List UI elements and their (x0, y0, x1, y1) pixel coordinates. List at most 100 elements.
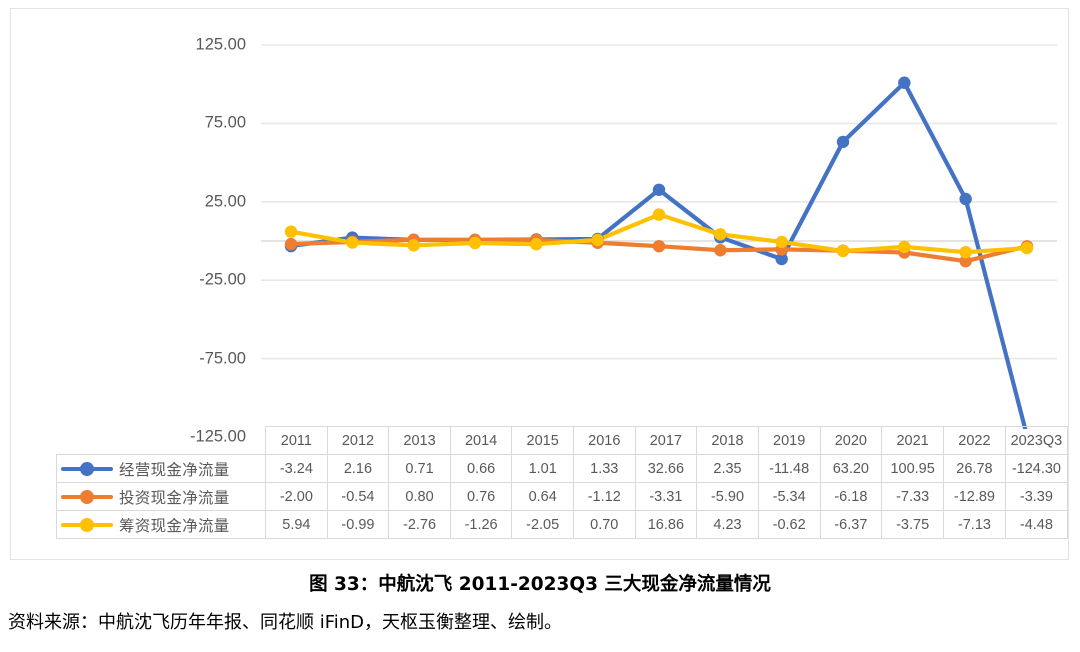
legend-entry-3: 筹资现金净流量 (55, 510, 267, 539)
data-point-marker (714, 228, 727, 241)
data-point-marker (591, 233, 604, 247)
table-value-cell: -3.39 (1004, 482, 1069, 511)
table-value-cell: -3.75 (881, 510, 945, 539)
line-chart-svg (261, 44, 1057, 429)
table-value-cell: -7.33 (881, 482, 945, 511)
y-axis-tick-label: 25.00 (204, 192, 246, 211)
legend-marker-icon (61, 517, 113, 532)
legend-label: 投资现金净流量 (119, 488, 230, 507)
plot-area (11, 9, 1070, 429)
table-value-cell: -5.34 (757, 482, 821, 511)
table-column-header: 2020 (819, 426, 883, 455)
data-point-marker (898, 240, 911, 254)
table-row: 投资现金净流量 -2.00 -0.54 0.80 0.76 0.64 -1.12 -3.31-… (55, 482, 1069, 511)
table-column-header: 2014 (449, 426, 513, 455)
table-value-cell: 2.35 (696, 454, 759, 483)
table-column-header: 2018 (696, 426, 759, 455)
table-body: 经营现金净流量 -3.24 2.16 0.71 0.66 1.01 1.33 32.66 2.3… (55, 454, 1069, 539)
table-value-cell: 0.66 (449, 454, 513, 483)
data-point-marker (1020, 241, 1034, 255)
data-point-marker (714, 244, 727, 257)
table-value-cell: -124.30 (1004, 454, 1069, 483)
chart-data-table: 2011 2012 2013 2014 2015 2016 2017 2018 2019 2020… (55, 426, 1069, 539)
table-value-cell: -3.31 (634, 482, 698, 511)
table-column-header: 2015 (511, 426, 574, 455)
table-value-cell: 5.94 (265, 510, 328, 539)
table-value-cell: 0.76 (449, 482, 513, 511)
table-value-cell: -3.24 (265, 454, 328, 483)
table-value-cell: -5.90 (696, 482, 759, 511)
table-column-header: 2019 (757, 426, 821, 455)
data-point-marker (959, 192, 972, 206)
data-point-marker (346, 236, 359, 249)
table-value-cell: -0.54 (326, 482, 390, 511)
y-axis-tick-label: 125.00 (195, 35, 246, 54)
data-point-marker (775, 235, 788, 249)
table-row: 筹资现金净流量 5.94 -0.99 -2.76 -1.26 -2.05 0.70 16.86… (55, 510, 1069, 539)
table-value-cell: -6.37 (819, 510, 883, 539)
table-value-cell: 4.23 (696, 510, 759, 539)
table-value-cell: -2.76 (388, 510, 451, 539)
data-point-marker (652, 183, 666, 196)
legend-label: 筹资现金净流量 (119, 516, 230, 535)
table-value-cell: -4.48 (1004, 510, 1069, 539)
data-point-marker (775, 252, 788, 266)
table-value-cell: 63.20 (819, 454, 883, 483)
table-value-cell: 26.78 (943, 454, 1006, 483)
data-point-marker (836, 244, 850, 258)
table-column-header: 2023Q3 (1004, 426, 1069, 455)
data-point-marker (959, 245, 972, 259)
data-point-marker (284, 225, 298, 238)
table-column-header: 2021 (881, 426, 945, 455)
table-value-cell: -1.12 (572, 482, 636, 511)
y-axis-tick-label: -75.00 (199, 349, 246, 368)
legend-label: 经营现金净流量 (119, 460, 230, 479)
table-value-cell: 32.66 (634, 454, 698, 483)
table-value-cell: -11.48 (757, 454, 821, 483)
table-value-cell: -6.18 (819, 482, 883, 511)
table-value-cell: 2.16 (326, 454, 390, 483)
table-value-cell: 16.86 (634, 510, 698, 539)
y-axis-tick-label: -25.00 (199, 270, 246, 289)
table-row: 经营现金净流量 -3.24 2.16 0.71 0.66 1.01 1.33 32.66 2.3… (55, 454, 1069, 483)
table-value-cell: -7.13 (943, 510, 1006, 539)
data-point-marker (284, 237, 298, 251)
legend-marker-icon (61, 461, 113, 476)
data-point-marker (468, 236, 482, 250)
y-axis-tick-label: -125.00 (190, 427, 246, 446)
table-value-cell: -0.62 (757, 510, 821, 539)
table-column-header: 2016 (572, 426, 636, 455)
table-value-cell: 0.64 (511, 482, 574, 511)
figure-source: 资料来源：中航沈飞历年年报、同花顺 iFinD，天枢玉衡整理、绘制。 (8, 612, 563, 633)
table-value-cell: 0.70 (572, 510, 636, 539)
table-value-cell: -0.99 (326, 510, 390, 539)
legend-entry-1: 经营现金净流量 (55, 454, 267, 483)
data-point-marker (530, 238, 543, 251)
table-value-cell: 0.80 (388, 482, 451, 511)
table-value-cell: 100.95 (881, 454, 945, 483)
table-value-cell: -12.89 (943, 482, 1006, 511)
table-value-cell: -2.05 (511, 510, 574, 539)
table-value-cell: 0.71 (388, 454, 451, 483)
data-point-marker (407, 239, 420, 252)
table-column-header: 2012 (326, 426, 390, 455)
table-value-cell: -2.00 (265, 482, 328, 511)
figure-caption: 图 33：中航沈飞 2011-2023Q3 三大现金净流量情况 (309, 574, 771, 595)
table-column-header: 2017 (634, 426, 698, 455)
table-value-cell: 1.33 (572, 454, 636, 483)
table-header: 2011 2012 2013 2014 2015 2016 2017 2018 2019 2020… (57, 426, 1069, 455)
legend-entry-2: 投资现金净流量 (55, 482, 267, 511)
legend-marker-icon (61, 489, 113, 504)
table-column-header: 2011 (265, 426, 328, 455)
table-column-header: 2013 (388, 426, 451, 455)
table-value-cell: 1.01 (511, 454, 574, 483)
table-value-cell: -1.26 (449, 510, 513, 539)
data-point-marker (652, 208, 666, 221)
table-header-row: 2011 2012 2013 2014 2015 2016 2017 2018 2019 2020… (57, 426, 1069, 455)
y-axis-tick-label: 75.00 (204, 113, 246, 132)
data-point-marker (836, 135, 850, 149)
chart-container: 125.00 75.00 25.00 -25.00 -75.00 -125.00 2011… (10, 8, 1069, 560)
y-axis: 125.00 75.00 25.00 -25.00 -75.00 -125.00 (151, 9, 246, 446)
data-point-marker (898, 76, 911, 89)
